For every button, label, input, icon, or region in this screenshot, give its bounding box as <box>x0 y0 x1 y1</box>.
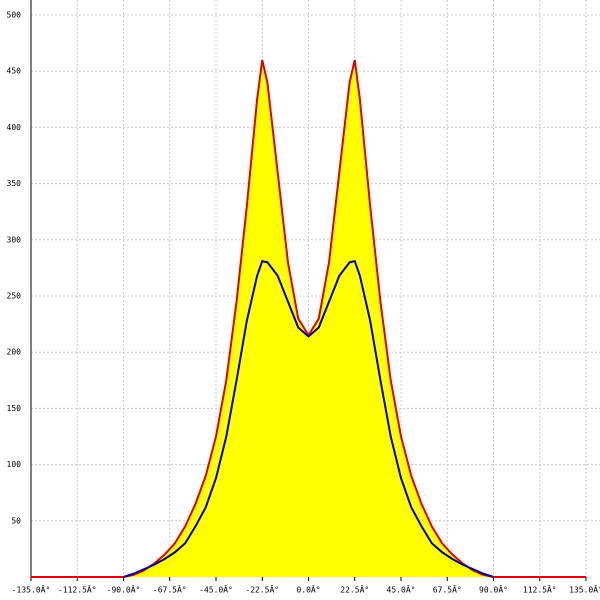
x-tick-label: 135.0Â° <box>569 584 600 595</box>
y-tick-label: 350 <box>7 179 22 188</box>
x-tick-label: -22.5Â° <box>245 584 279 595</box>
x-tick-label: 45.0Â° <box>387 584 416 595</box>
x-tick-label: 22.5Â° <box>340 584 369 595</box>
x-tick-label: 0.0Â° <box>296 584 320 595</box>
y-tick-label: 250 <box>7 292 22 301</box>
x-tick-label: -45.0Â° <box>199 584 233 595</box>
area <box>31 59 586 577</box>
y-tick-label: 300 <box>7 235 22 244</box>
x-tick-label: 112.5Â° <box>523 584 557 595</box>
x-tick-label: 90.0Â° <box>479 584 508 595</box>
x-tick-label: -135.0Â° <box>12 584 51 595</box>
y-tick-label: 50 <box>11 516 21 525</box>
line <box>123 259 494 578</box>
y-tick-label: 450 <box>7 67 22 76</box>
x-tick-label: -112.5Â° <box>58 584 97 595</box>
x-tick-label: -90.0Â° <box>107 584 141 595</box>
y-tick-label: 100 <box>7 460 22 469</box>
y-tick-label: 150 <box>7 404 22 413</box>
y-tick-label: 500 <box>7 11 22 20</box>
y-tick-label: 200 <box>7 348 22 357</box>
x-tick-label: 67.5Â° <box>433 584 462 595</box>
y-tick-label: 400 <box>7 123 22 132</box>
x-tick-label: -67.5Â° <box>153 584 187 595</box>
